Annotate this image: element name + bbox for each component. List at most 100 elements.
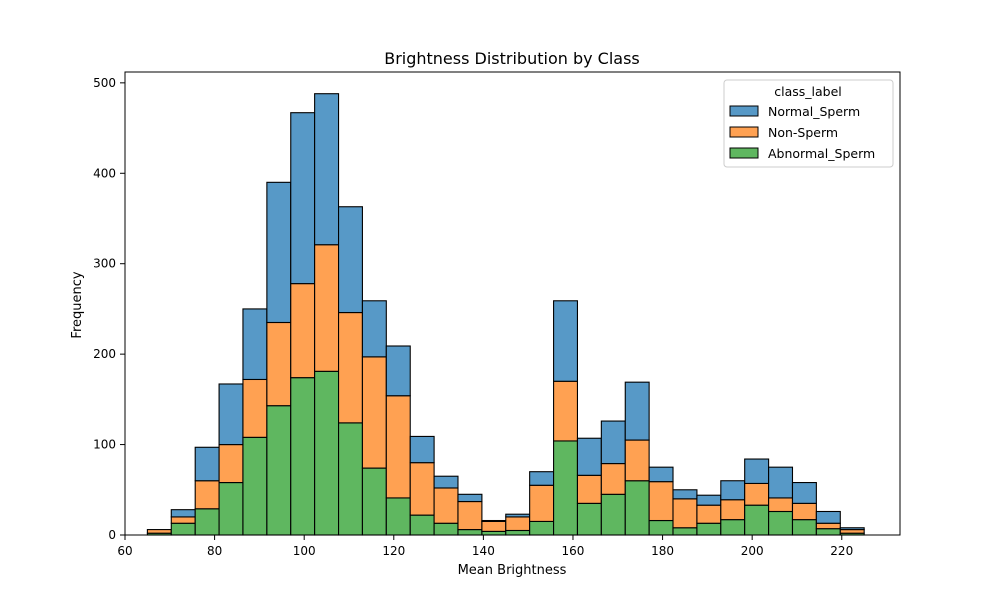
x-tick-label: 60 bbox=[117, 544, 132, 558]
bar-normal-sperm-18 bbox=[576, 437, 602, 476]
bar-non-sperm-6 bbox=[290, 283, 316, 379]
x-tick-label: 200 bbox=[741, 544, 764, 558]
chart-title: Brightness Distribution by Class bbox=[384, 49, 640, 68]
bar-abnormal-sperm-19 bbox=[600, 493, 626, 536]
x-tick-label: 100 bbox=[293, 544, 316, 558]
bar-non-sperm-12 bbox=[433, 487, 459, 524]
legend-label-abnormal-sperm: Abnormal_Sperm bbox=[768, 146, 875, 161]
bar-abnormal-sperm-5 bbox=[266, 405, 292, 536]
bar-non-sperm-9 bbox=[361, 356, 387, 469]
bar-non-sperm-14 bbox=[481, 520, 507, 532]
bar-normal-sperm-17 bbox=[553, 300, 579, 382]
bar-abnormal-sperm-9 bbox=[361, 467, 387, 536]
bar-abnormal-sperm-24 bbox=[720, 519, 746, 536]
bar-abnormal-sperm-10 bbox=[385, 497, 411, 536]
bar-normal-sperm-25 bbox=[744, 458, 770, 485]
bar-normal-sperm-6 bbox=[290, 112, 316, 285]
axes-group: 60 80 100 120 140 160 180 200 220 0 100 200 300 400 50… bbox=[93, 71, 901, 558]
bar-normal-sperm-14 bbox=[481, 519, 507, 522]
bar-non-sperm-1 bbox=[170, 516, 196, 524]
x-axis-label: Mean Brightness bbox=[458, 563, 567, 578]
legend: class_label Normal_Sperm Non-Sperm Abnormal… bbox=[723, 79, 894, 168]
bar-non-sperm-18 bbox=[576, 474, 602, 504]
bar-non-sperm-17 bbox=[553, 380, 579, 442]
y-tick-label: 500 bbox=[93, 76, 116, 90]
plot-frame bbox=[124, 71, 901, 536]
bar-normal-sperm-12 bbox=[433, 475, 459, 489]
bar-normal-sperm-28 bbox=[815, 510, 841, 524]
y-axis-label: Frequency bbox=[70, 271, 85, 338]
bar-abnormal-sperm-25 bbox=[744, 504, 770, 536]
bar-abnormal-sperm-23 bbox=[696, 522, 722, 536]
bar-abnormal-sperm-26 bbox=[768, 510, 794, 536]
bar-normal-sperm-24 bbox=[720, 480, 746, 501]
x-tick-label: 160 bbox=[562, 544, 585, 558]
bar-normal-sperm-13 bbox=[457, 493, 483, 503]
x-tick-label: 220 bbox=[830, 544, 853, 558]
bar-normal-sperm-2 bbox=[194, 446, 220, 482]
bar-abnormal-sperm-1 bbox=[170, 522, 196, 536]
bar-non-sperm-10 bbox=[385, 395, 411, 499]
bar-non-sperm-5 bbox=[266, 321, 292, 407]
bar-normal-sperm-15 bbox=[505, 513, 531, 518]
x-tick-label: 120 bbox=[382, 544, 405, 558]
bar-abnormal-sperm-4 bbox=[242, 436, 268, 536]
legend-swatch-non-sperm bbox=[729, 126, 759, 138]
y-tick-label: 300 bbox=[93, 257, 116, 271]
bar-non-sperm-7 bbox=[314, 244, 340, 372]
bar-abnormal-sperm-27 bbox=[791, 519, 817, 536]
bar-non-sperm-16 bbox=[529, 484, 555, 522]
bar-abnormal-sperm-21 bbox=[648, 519, 674, 536]
bar-normal-sperm-29 bbox=[839, 527, 865, 531]
legend-label-normal-sperm: Normal_Sperm bbox=[768, 104, 860, 119]
bar-non-sperm-28 bbox=[815, 522, 841, 530]
x-tick-label: 180 bbox=[651, 544, 674, 558]
bar-non-sperm-21 bbox=[648, 481, 674, 522]
bar-normal-sperm-20 bbox=[624, 381, 650, 441]
legend-label-non-sperm: Non-Sperm bbox=[768, 125, 838, 140]
bar-non-sperm-13 bbox=[457, 500, 483, 531]
bar-normal-sperm-19 bbox=[600, 420, 626, 465]
bar-normal-sperm-7 bbox=[314, 93, 340, 246]
bar-abnormal-sperm-13 bbox=[457, 529, 483, 536]
bar-non-sperm-3 bbox=[218, 444, 244, 484]
legend-title: class_label bbox=[774, 84, 842, 99]
bar-normal-sperm-10 bbox=[385, 345, 411, 397]
bar-non-sperm-25 bbox=[744, 482, 770, 506]
bar-non-sperm-2 bbox=[194, 480, 220, 510]
bar-normal-sperm-27 bbox=[791, 482, 817, 504]
legend-swatch-normal-sperm bbox=[729, 105, 759, 117]
bar-abnormal-sperm-16 bbox=[529, 520, 555, 536]
bar-non-sperm-11 bbox=[409, 462, 435, 516]
bar-abnormal-sperm-12 bbox=[433, 522, 459, 536]
bar-non-sperm-23 bbox=[696, 504, 722, 524]
bar-normal-sperm-16 bbox=[529, 471, 555, 486]
bar-normal-sperm-4 bbox=[242, 308, 268, 381]
bar-abnormal-sperm-2 bbox=[194, 508, 220, 536]
bar-normal-sperm-23 bbox=[696, 494, 722, 506]
bar-normal-sperm-22 bbox=[672, 489, 698, 500]
bar-non-sperm-4 bbox=[242, 378, 268, 438]
bar-non-sperm-24 bbox=[720, 499, 746, 521]
bar-non-sperm-27 bbox=[791, 502, 817, 521]
bar-non-sperm-8 bbox=[338, 311, 363, 424]
bar-abnormal-sperm-22 bbox=[672, 527, 698, 536]
bar-non-sperm-26 bbox=[768, 497, 794, 513]
bar-abnormal-sperm-20 bbox=[624, 480, 650, 536]
bar-abnormal-sperm-28 bbox=[815, 528, 841, 536]
bar-normal-sperm-11 bbox=[409, 435, 435, 464]
legend-box bbox=[723, 79, 894, 168]
y-tick-label: 0 bbox=[108, 528, 116, 542]
bar-non-sperm-0 bbox=[146, 529, 172, 534]
bar-abnormal-sperm-17 bbox=[553, 440, 579, 536]
bar-normal-sperm-9 bbox=[361, 300, 387, 358]
bar-abnormal-sperm-18 bbox=[576, 502, 602, 536]
bar-abnormal-sperm-3 bbox=[218, 482, 244, 536]
bar-abnormal-sperm-8 bbox=[338, 422, 363, 536]
bar-abnormal-sperm-11 bbox=[409, 514, 435, 536]
bar-normal-sperm-26 bbox=[768, 466, 794, 499]
bar-normal-sperm-21 bbox=[648, 466, 674, 483]
y-tick-label: 100 bbox=[93, 438, 116, 452]
